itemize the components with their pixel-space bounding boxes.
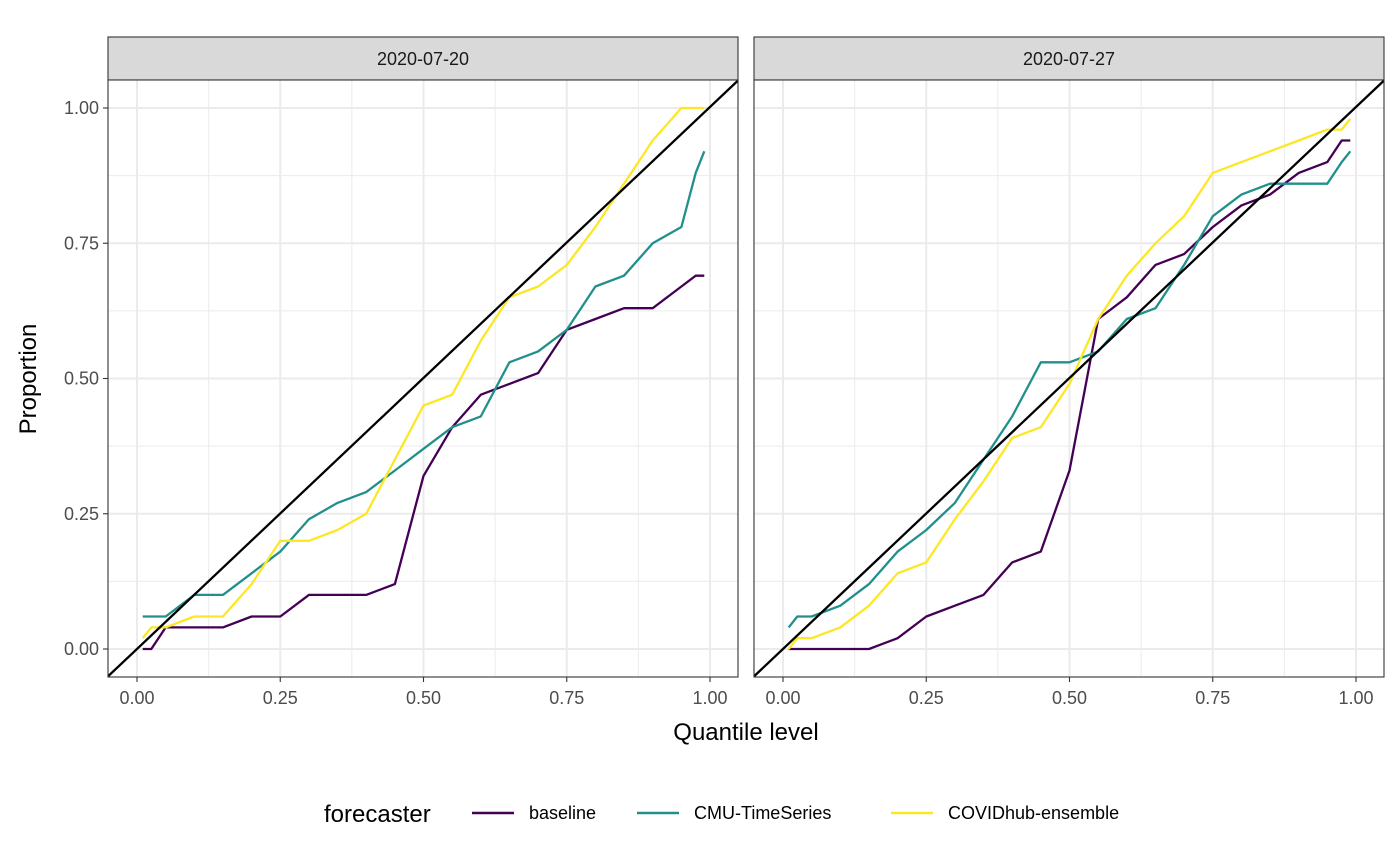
y-tick-label: 0.75	[64, 233, 99, 253]
x-tick-label: 0.75	[549, 688, 584, 708]
legend-item-covidhub-ensemble: COVIDhub-ensemble	[891, 803, 1119, 823]
legend-item-cmu-timeseries: CMU-TimeSeries	[637, 803, 831, 823]
grid	[754, 80, 1384, 677]
y-axis-title: Proportion	[15, 324, 42, 435]
y-tick-label: 0.25	[64, 504, 99, 524]
series-line-baseline	[788, 139, 1351, 651]
grid	[108, 80, 738, 677]
panel-1: 2020-07-20 0.00 0.25 0.50 0.75 1.00 0.00 0.25 0.…	[64, 36, 739, 708]
facet-strip-label: 2020-07-27	[1023, 49, 1115, 69]
legend-label: CMU-TimeSeries	[694, 803, 831, 823]
x-axis-title: Quantile level	[673, 719, 818, 746]
facet-strip-label: 2020-07-20	[377, 49, 469, 69]
legend: forecaster baseline CMU-TimeSeries COVIDhu…	[324, 801, 1119, 828]
x-tick-label: 1.00	[692, 688, 727, 708]
x-tick-label: 0.25	[909, 688, 944, 708]
series-line-baseline	[142, 274, 705, 651]
x-tick-label: 0.00	[765, 688, 800, 708]
series-line-cmu-timeseries	[787, 150, 1352, 629]
legend-title: forecaster	[324, 801, 431, 828]
marks	[754, 80, 1384, 677]
reference-line	[754, 80, 1384, 677]
y-tick-label: 0.00	[64, 639, 99, 659]
y-tick-label: 1.00	[64, 98, 99, 118]
legend-label: baseline	[529, 803, 596, 823]
panels: 2020-07-20 0.00 0.25 0.50 0.75 1.00 0.00 0.25 0.…	[64, 36, 1385, 708]
x-tick-label: 0.50	[406, 688, 441, 708]
legend-item-baseline: baseline	[472, 803, 596, 823]
x-tick-label: 0.75	[1195, 688, 1230, 708]
reference-line	[108, 80, 738, 677]
series-line-covidhub-ensemble	[141, 106, 705, 639]
x-tick-label: 0.25	[263, 688, 298, 708]
series-line-covidhub-ensemble	[787, 118, 1352, 650]
marks	[108, 80, 738, 677]
facet-strip	[107, 36, 739, 81]
legend-entries: baseline CMU-TimeSeries COVIDhub-ensemble	[472, 803, 1119, 823]
x-tick-label: 1.00	[1338, 688, 1373, 708]
legend-label: COVIDhub-ensemble	[948, 803, 1119, 823]
x-tick-label: 0.50	[1052, 688, 1087, 708]
y-tick-label: 0.50	[64, 369, 99, 389]
x-tick-label: 0.00	[119, 688, 154, 708]
panel-2: 2020-07-27 0.00 0.25 0.50 0.75 1.00	[753, 36, 1385, 708]
series-line-cmu-timeseries	[142, 150, 706, 618]
